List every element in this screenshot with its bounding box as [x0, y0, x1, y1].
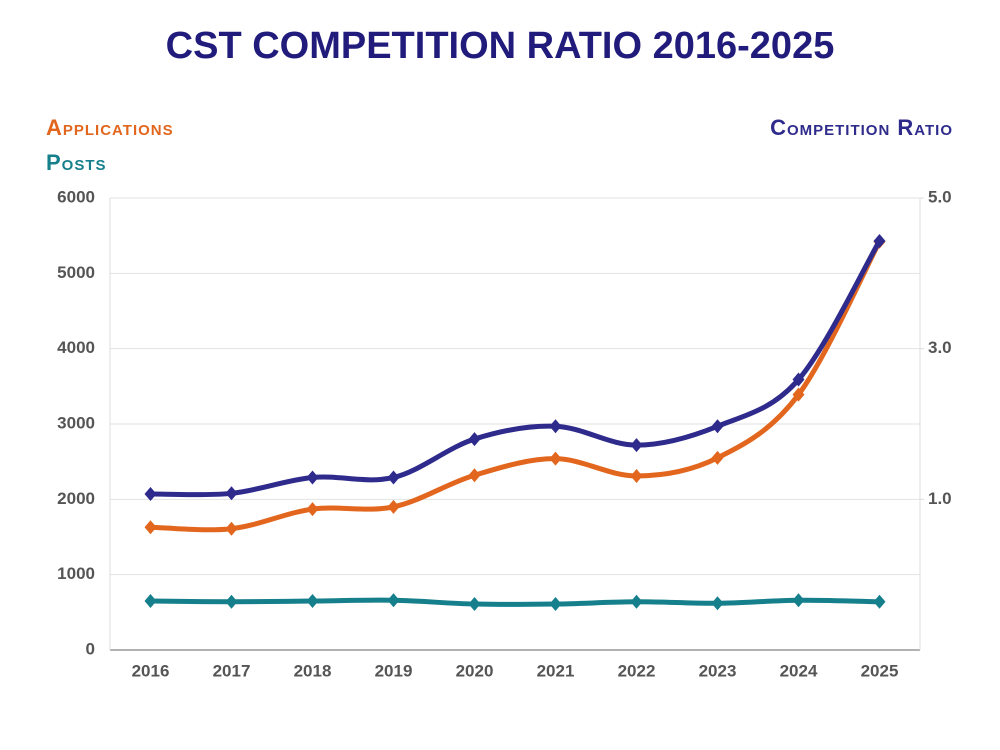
y-tick-label: 3000	[57, 413, 95, 432]
point-marker	[549, 451, 562, 466]
y-tick-label: 5000	[57, 263, 95, 282]
point-marker	[630, 438, 643, 453]
y2-tick-label: 3.0	[928, 338, 952, 357]
point-marker	[711, 596, 724, 611]
series-line	[148, 238, 882, 498]
point-marker	[306, 502, 319, 517]
point-marker	[144, 487, 157, 502]
point-marker	[792, 593, 805, 608]
x-tick-label: 2017	[213, 661, 251, 680]
x-tick-label: 2024	[780, 661, 818, 680]
point-marker	[468, 468, 481, 483]
point-marker	[630, 594, 643, 609]
point-marker	[306, 594, 319, 609]
y-tick-label: 1000	[57, 564, 95, 583]
x-tick-label: 2025	[861, 661, 899, 680]
point-marker	[711, 450, 724, 465]
y-tick-label: 0	[86, 639, 95, 658]
x-tick-label: 2018	[294, 661, 332, 680]
point-marker	[468, 597, 481, 612]
point-marker	[144, 520, 157, 535]
y-tick-label: 4000	[57, 338, 95, 357]
point-marker	[549, 419, 562, 434]
point-marker	[792, 372, 805, 387]
point-marker	[225, 594, 238, 609]
chart-title: CST COMPETITION RATIO 2016-2025	[166, 25, 835, 67]
x-tick-label: 2023	[699, 661, 737, 680]
point-marker	[306, 470, 319, 485]
point-marker	[225, 521, 238, 536]
axis-label: Applications	[46, 115, 174, 140]
point-marker	[225, 486, 238, 501]
point-marker	[792, 387, 805, 402]
point-marker	[144, 594, 157, 609]
point-marker	[630, 468, 643, 483]
point-marker	[387, 470, 400, 485]
x-tick-label: 2022	[618, 661, 656, 680]
x-tick-label: 2019	[375, 661, 413, 680]
point-marker	[387, 499, 400, 514]
point-marker	[549, 597, 562, 612]
series-line	[148, 597, 882, 607]
point-marker	[468, 432, 481, 447]
point-marker	[387, 593, 400, 608]
series-line	[148, 239, 882, 533]
x-tick-label: 2016	[132, 661, 170, 680]
y2-tick-label: 1.0	[928, 489, 952, 508]
x-tick-label: 2021	[537, 661, 575, 680]
point-marker	[711, 419, 724, 434]
point-marker	[873, 233, 886, 248]
x-tick-label: 2020	[456, 661, 494, 680]
point-marker	[873, 594, 886, 609]
y-tick-label: 6000	[57, 187, 95, 206]
y-tick-label: 2000	[57, 489, 95, 508]
axis-label: Posts	[46, 150, 107, 175]
y2-tick-label: 5.0	[928, 187, 952, 206]
axis-label: Competition Ratio	[770, 115, 953, 140]
